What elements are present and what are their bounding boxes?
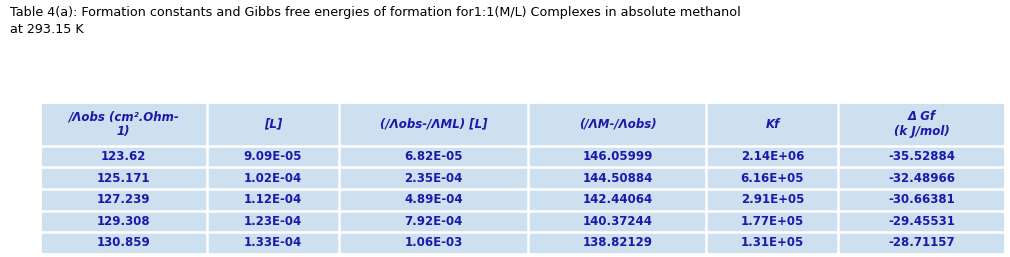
Text: 129.308: 129.308 [97, 215, 150, 228]
Text: 6.16E+05: 6.16E+05 [740, 172, 804, 185]
Text: 1.02E-04: 1.02E-04 [243, 172, 302, 185]
Text: (/Λobs-/ΛML) [L]: (/Λobs-/ΛML) [L] [380, 117, 488, 131]
Text: 138.82129: 138.82129 [583, 236, 652, 250]
Text: (/ΛM-/Λobs): (/ΛM-/Λobs) [579, 117, 656, 131]
Text: -32.48966: -32.48966 [888, 172, 955, 185]
Text: 2.91E+05: 2.91E+05 [740, 193, 804, 206]
Text: 4.89E-04: 4.89E-04 [404, 193, 463, 206]
Text: -30.66381: -30.66381 [889, 193, 955, 206]
Text: 1.77E+05: 1.77E+05 [740, 215, 804, 228]
Text: 130.859: 130.859 [97, 236, 150, 250]
Text: 6.82E-05: 6.82E-05 [404, 150, 463, 163]
Text: 1.06E-03: 1.06E-03 [405, 236, 463, 250]
Text: -29.45531: -29.45531 [888, 215, 955, 228]
Text: 127.239: 127.239 [97, 193, 150, 206]
Text: 146.05999: 146.05999 [582, 150, 652, 163]
Text: 123.62: 123.62 [101, 150, 146, 163]
Text: 1.12E-04: 1.12E-04 [243, 193, 302, 206]
Text: 1.23E-04: 1.23E-04 [243, 215, 302, 228]
Text: 2.14E+06: 2.14E+06 [740, 150, 804, 163]
Text: Δ Gf
(k J/mol): Δ Gf (k J/mol) [894, 110, 949, 138]
Text: 1.33E-04: 1.33E-04 [243, 236, 302, 250]
Text: 2.35E-04: 2.35E-04 [404, 172, 463, 185]
Text: 9.09E-05: 9.09E-05 [243, 150, 302, 163]
Text: Table 4(a): Formation constants and Gibbs free energies of formation for1:1(M/L): Table 4(a): Formation constants and Gibb… [10, 6, 741, 36]
Text: -35.52884: -35.52884 [888, 150, 955, 163]
Text: 140.37244: 140.37244 [583, 215, 652, 228]
Text: [L]: [L] [264, 117, 282, 131]
Text: 7.92E-04: 7.92E-04 [404, 215, 463, 228]
Text: 142.44064: 142.44064 [583, 193, 652, 206]
Text: 125.171: 125.171 [97, 172, 150, 185]
Text: Kf: Kf [766, 117, 780, 131]
Text: /Λobs (cm².Ohm-
1): /Λobs (cm².Ohm- 1) [69, 110, 179, 138]
Text: 144.50884: 144.50884 [582, 172, 652, 185]
Text: -28.71157: -28.71157 [889, 236, 955, 250]
Text: 1.31E+05: 1.31E+05 [740, 236, 804, 250]
